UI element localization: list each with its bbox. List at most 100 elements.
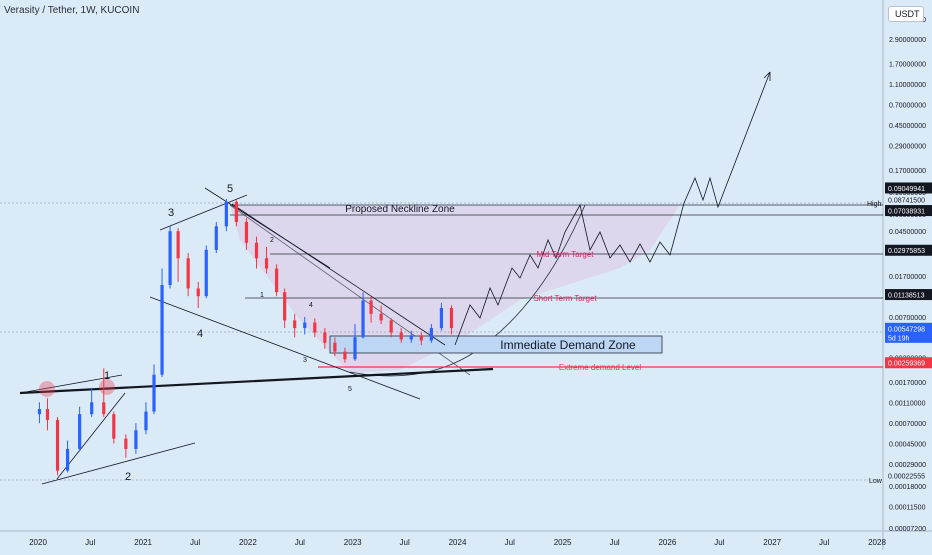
projection-arrowhead	[763, 71, 771, 81]
x-tick-label: 2027	[763, 538, 781, 547]
wave-label-4: 4	[197, 328, 203, 340]
candle	[124, 434, 128, 458]
candle	[214, 221, 218, 254]
candle	[343, 347, 347, 363]
y-tick-label: 0.00018000	[889, 484, 926, 491]
y-tick-label: 0.70000000	[889, 103, 926, 110]
cup-curve	[349, 204, 586, 377]
candle	[449, 305, 454, 335]
time-axis[interactable]: 2020 Jul 2021 Jul 2022 Jul 2023 Jul 2024 Jul 2025 J…	[29, 538, 886, 547]
candle	[333, 337, 337, 357]
svg-text:0.09049941: 0.09049941	[888, 186, 925, 193]
candle	[152, 364, 156, 415]
wave-label-5: 5	[227, 183, 233, 195]
x-tick-label: Jul	[400, 538, 410, 547]
candle	[399, 328, 403, 343]
sub-wave-label-2: 2	[270, 237, 274, 244]
price-label-tags: 0.09049941 0.08741500 0.07038931 0.02975853…	[885, 182, 932, 480]
candle	[186, 253, 190, 297]
x-tick-label: 2021	[134, 538, 152, 547]
sub-wave-label-1: 1	[260, 292, 264, 299]
candle	[419, 332, 423, 346]
wave-label-1: 1	[104, 370, 110, 382]
y-tick-label: 0.00045000	[889, 442, 926, 449]
demand-zone-box[interactable]	[329, 335, 663, 354]
candle	[55, 416, 60, 476]
svg-text:0.00547298: 0.00547298	[888, 326, 925, 333]
svg-text:0.08741500: 0.08741500	[888, 198, 925, 205]
candle	[283, 288, 287, 329]
y-tick-label: 1.70000000	[889, 62, 926, 69]
y-tick-label: 1.10000000	[889, 82, 926, 89]
x-tick-label: Jul	[819, 538, 829, 547]
x-tick-label: 2024	[449, 538, 467, 547]
candle	[160, 268, 164, 378]
x-tick-label: 2028	[868, 538, 886, 547]
y-tick-label: 0.00700000	[889, 315, 926, 322]
candle	[102, 368, 106, 417]
short-target-label: Short Term Target	[533, 294, 597, 303]
sub-wave-label-4: 4	[309, 302, 313, 309]
sub-wave-label-3: 3	[303, 357, 307, 364]
high-marker-label: High	[867, 201, 882, 208]
price-tag: 0.00022555	[888, 473, 925, 480]
candle	[112, 411, 116, 444]
wedge-marker-right	[99, 379, 115, 395]
candle	[323, 328, 327, 349]
price-tag: 0.08741500	[888, 198, 925, 205]
x-tick-label: 2020	[29, 538, 47, 547]
x-tick-label: 2026	[658, 538, 676, 547]
projection-path	[454, 71, 771, 346]
candle	[254, 236, 259, 269]
price-tag: 0.09049941	[885, 182, 932, 194]
svg-text:0.01138513: 0.01138513	[888, 293, 925, 300]
candle	[65, 440, 70, 473]
wave-5-line-b	[231, 203, 446, 346]
candles-group	[37, 198, 454, 476]
svg-text:0.00259369: 0.00259369	[888, 361, 925, 368]
candle	[361, 292, 365, 339]
candle	[293, 313, 297, 338]
y-tick-label: 0.00170000	[889, 380, 926, 387]
svg-text:0.07038931: 0.07038931	[888, 209, 925, 216]
candle	[275, 264, 279, 297]
currency-button[interactable]: USDT	[888, 6, 924, 22]
x-tick-label: Jul	[295, 538, 305, 547]
candle	[313, 318, 317, 338]
price-tag: 0.02975853	[885, 244, 932, 256]
y-tick-label: 0.00070000	[889, 421, 926, 428]
price-tag: 0.00259369	[885, 357, 932, 369]
channel-line-a	[41, 442, 196, 485]
wave-label-2: 2	[125, 471, 131, 483]
svg-text:0.00022555: 0.00022555	[888, 473, 925, 480]
y-tick-label: 0.00029000	[889, 462, 926, 469]
y-tick-label: 0.00007200	[889, 526, 926, 533]
y-tick-label: 0.45000000	[889, 123, 926, 130]
wedge-marker-left	[39, 381, 55, 397]
wave-label-3: 3	[168, 207, 174, 219]
wave-channel-upper	[159, 194, 248, 231]
candle	[409, 330, 413, 343]
candle	[353, 324, 357, 361]
major-support-trendline	[19, 367, 494, 395]
mid-target-label: Mid Term Target	[536, 250, 594, 259]
wedge-upper-line	[19, 374, 123, 394]
wave-channel-lower	[149, 296, 421, 400]
price-tag: 0.01138513	[885, 289, 932, 301]
candle	[379, 305, 383, 325]
chart-title: Verasity / Tether, 1W, KUCOIN	[4, 5, 140, 16]
x-tick-label: 2023	[344, 538, 362, 547]
candle	[90, 387, 94, 417]
candle	[37, 402, 42, 424]
y-tick-label: 2.90000000	[889, 37, 926, 44]
candle	[303, 316, 307, 335]
neckline-zone-label: Proposed Neckline Zone	[345, 204, 455, 215]
candle	[264, 246, 269, 274]
x-tick-label: Jul	[85, 538, 95, 547]
x-tick-label: 2025	[554, 538, 572, 547]
x-tick-label: Jul	[505, 538, 515, 547]
candle	[369, 296, 373, 323]
candle	[196, 281, 200, 309]
candle	[234, 200, 239, 227]
